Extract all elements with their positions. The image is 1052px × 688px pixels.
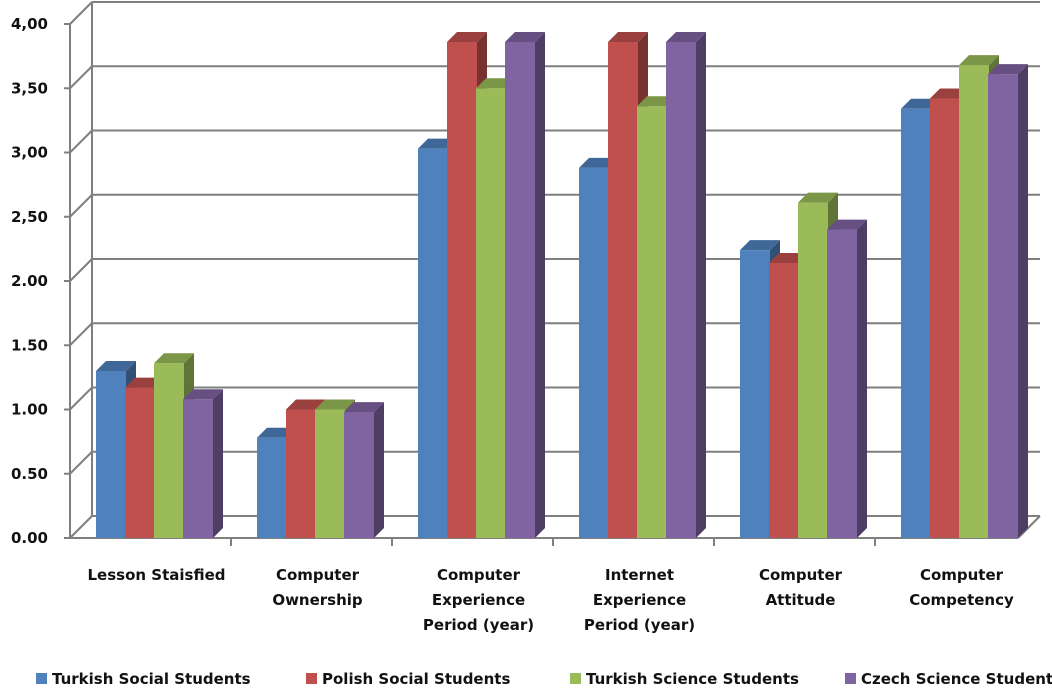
legend: Turkish Social Students Polish Social Stu… [36,670,1052,688]
gridline-depth [69,322,93,346]
bar-front [608,41,638,539]
axis-labels: 0.00 0.50 1.00 1.50 2.00 2,50 3,00 3,50 4,00 Less… [11,15,1014,634]
legend-swatch [570,673,581,684]
gridlines [69,1,1040,539]
gridline-depth [69,515,93,539]
bar-side [213,389,223,538]
bar-top [740,240,780,251]
y-tick-label: 0.00 [11,529,48,547]
y-tick-label: 2,50 [11,208,48,226]
bar-top [798,192,838,203]
bar-front [798,202,828,539]
bar-front [257,437,287,538]
bar-side [696,31,706,539]
y-tick-label: 2.00 [11,272,48,290]
bar [183,389,223,538]
legend-label: Turkish Science Students [586,670,799,688]
bar-top [988,64,1028,75]
y-tick-label: 1.00 [11,401,48,419]
bar-top [286,399,326,410]
gridline-depth [69,258,93,282]
bar-top [315,399,355,410]
bar-top [505,31,545,42]
x-tick-label: Internet [605,566,674,584]
bar-front [154,363,184,538]
gridline-depth [69,65,93,89]
bar-front [740,250,770,538]
bar-front [901,108,931,538]
bar-top [183,389,223,400]
bar-front [827,229,857,538]
bar-front [96,370,126,538]
bar-front [769,263,799,538]
legend-label: Polish Social Students [322,670,510,688]
x-tick-label: Experience [593,591,686,609]
bar [988,64,1028,539]
x-tick-label: Lesson Staisfied [88,566,226,584]
x-tick-label: Computer [437,566,521,584]
x-tick-label: Computer [920,566,1004,584]
legend-label: Czech Science Students [861,670,1052,688]
axes [64,2,1041,546]
y-tick-label: 3,50 [11,79,48,97]
bar-side [535,31,545,539]
x-tick-label: Computer [759,566,843,584]
gridline-depth [69,129,93,154]
bar-top [96,360,136,371]
y-tick-label: 1.50 [11,336,48,354]
x-tick-label: Ownership [272,591,363,609]
gridline-depth [69,1,93,25]
y-tick-label: 0.50 [11,465,48,483]
bar-top [154,353,194,364]
x-tick-label: Period (year) [423,616,534,634]
bar-side [857,219,867,538]
bar-front [286,409,316,538]
bars [96,31,1028,539]
bar-front [930,98,960,538]
bar-top [447,31,487,42]
legend-label: Turkish Social Students [52,670,251,688]
bar-side [374,402,384,538]
legend-swatch [845,673,856,684]
legend-swatch [306,673,317,684]
bar [666,31,706,539]
bar-front [988,74,1018,539]
bar-front [959,65,989,539]
bar-front [344,412,374,538]
bar [505,31,545,539]
bar-front [476,88,506,538]
x-tick-label: Experience [432,591,525,609]
x-tick-label: Attitude [766,591,836,609]
bar-top [608,31,648,42]
bar [344,402,384,538]
bar-front [315,409,345,538]
x-tick-label: Competency [909,591,1014,609]
bar [827,219,867,538]
bar-side [1018,64,1028,539]
bar-top [959,55,999,66]
bar-front [579,167,609,539]
bar-front [637,106,667,539]
x-tick-label: Period (year) [584,616,695,634]
bar-front [125,387,155,538]
bar-front [418,148,448,538]
gridline-depth [69,194,93,218]
bar-front [666,41,696,539]
x-tick-label: Computer [276,566,360,584]
bar-front [447,41,477,539]
bar-front [183,399,213,538]
bar-top [344,402,384,413]
gridline-depth [69,386,93,411]
gridline-depth [69,451,93,475]
y-tick-label: 3,00 [11,144,48,162]
bar-top [666,31,706,42]
bar-top [827,219,867,230]
y-tick-label: 4,00 [11,15,48,33]
bar-front [505,41,535,539]
legend-swatch [36,673,47,684]
